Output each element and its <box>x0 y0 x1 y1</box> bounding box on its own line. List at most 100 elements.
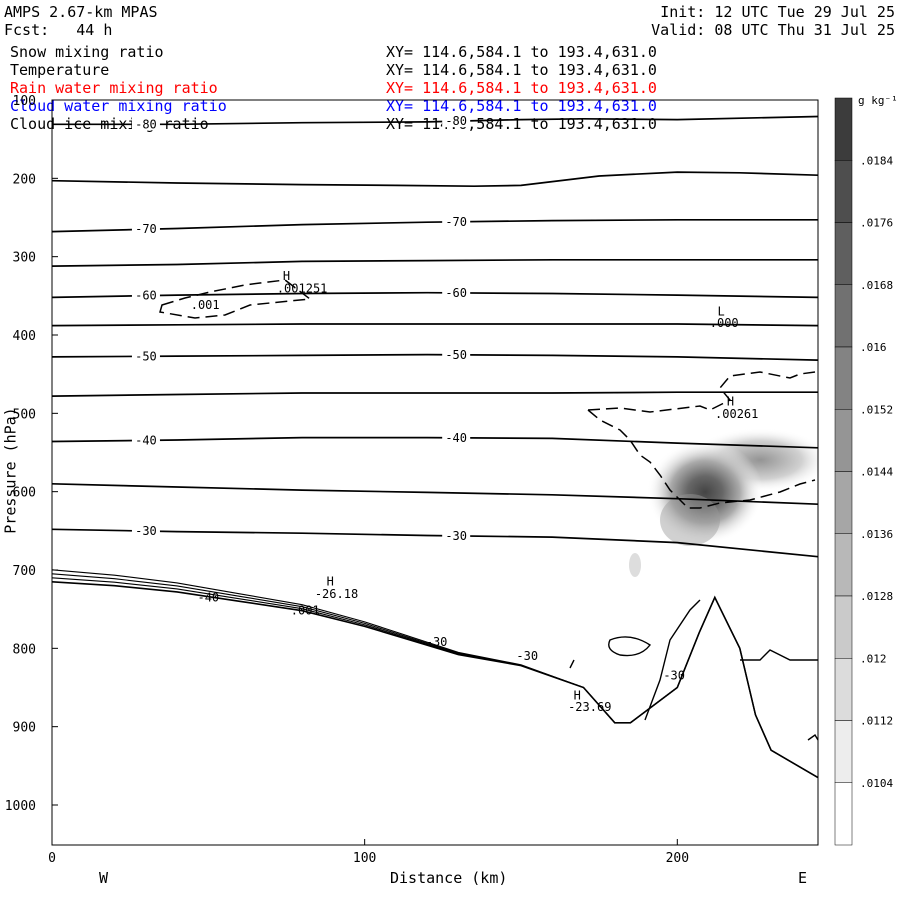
colorbar-unit: g kg⁻¹ <box>858 94 898 107</box>
colorbar-bin <box>834 720 853 783</box>
y-axis-title: Pressure (hPa) <box>1 407 20 534</box>
contour-label: -60 <box>445 286 467 300</box>
colorbar-bin <box>834 284 853 348</box>
plot-annotation: -40 <box>197 590 219 604</box>
plot-frame <box>51 99 819 846</box>
colorbar-tick-label: .012 <box>860 652 887 665</box>
contour-label: -60 <box>135 289 157 303</box>
terrain-contour <box>52 573 818 779</box>
plot-annotation: H <box>727 395 734 409</box>
x-tick-label: 200 <box>666 851 689 866</box>
colorbar-bin <box>834 409 853 472</box>
temperature-contour <box>52 482 818 506</box>
plot-annotation: H <box>283 269 290 283</box>
colorbar-bin <box>834 97 853 161</box>
field-range: XY= 114.6,584.1 to 193.4,631.0 <box>386 43 657 61</box>
plot-annotation: .001251 <box>277 282 328 296</box>
plot-annotation: .001 <box>291 604 320 618</box>
colorbar-bin <box>834 346 853 410</box>
colorbar: .0184 .0176 .0168 .016 .0152 .0144 .0136 .0128.… <box>834 97 893 846</box>
contour-label: -80 <box>135 117 157 131</box>
colorbar-tick-label: .0128 <box>860 590 893 603</box>
x-axis-left-end: W <box>99 869 109 887</box>
plot-annotation: -30 <box>426 635 448 649</box>
temperature-contour <box>52 436 818 449</box>
temperature-contour <box>52 323 818 327</box>
colorbar-tick-label: .0104 <box>860 777 893 790</box>
colorbar-bin <box>834 471 853 534</box>
y-tick-label: 200 <box>13 172 36 187</box>
contour-label: -40 <box>135 433 157 447</box>
terrain-contour <box>52 577 818 779</box>
snow-shading <box>629 428 818 577</box>
contour-label: -30 <box>135 524 157 538</box>
plot-annotation: -30 <box>516 649 538 663</box>
x-tick-label: 0 <box>48 851 56 866</box>
y-tick-label: 800 <box>13 642 36 657</box>
contour-label: -50 <box>135 349 157 363</box>
contour-label: -50 <box>445 348 467 362</box>
contour-label: -70 <box>135 222 157 236</box>
x-axis-title: Distance (km) <box>390 869 508 887</box>
contour-label: -70 <box>445 215 467 229</box>
forecast-hour: Fcst: 44 h <box>4 21 113 39</box>
colorbar-bin <box>834 658 853 721</box>
plot-annotation: H <box>574 688 581 702</box>
plot-annotation: .001 <box>191 298 220 312</box>
colorbar-bin <box>834 222 853 285</box>
colorbar-bin <box>834 595 853 659</box>
x-tick-label: 100 <box>353 851 376 866</box>
y-tick-label: 600 <box>13 486 36 501</box>
valid-time: Valid: 08 UTC Thu 31 Jul 25 <box>651 21 895 39</box>
colorbar-bin <box>834 160 853 223</box>
y-tick-label: 700 <box>13 564 36 579</box>
colorbar-bin <box>834 782 853 846</box>
plot-annotation: -26.18 <box>315 587 358 601</box>
y-tick-label: 500 <box>13 407 36 422</box>
model-title: AMPS 2.67-km MPAS <box>4 3 158 21</box>
y-tick-label: 300 <box>13 251 36 266</box>
y-tick-label: 1000 <box>5 799 36 814</box>
y-tick-label: 400 <box>13 329 36 344</box>
terrain-contour <box>52 581 818 779</box>
colorbar-tick-label: .0176 <box>860 217 893 230</box>
x-axis-right-end: E <box>798 869 808 887</box>
contour-label: -80 <box>445 114 467 128</box>
terrain-contour <box>644 599 701 721</box>
cloud-ice-contours <box>159 279 816 509</box>
temperature-contour <box>52 353 818 361</box>
extra-contours <box>569 636 818 741</box>
temperature-contour <box>52 528 818 558</box>
field-name: Temperature <box>10 61 110 79</box>
colorbar-tick-label: .016 <box>860 341 887 354</box>
field-name: Snow mixing ratio <box>10 43 164 61</box>
colorbar-tick-label: .0184 <box>860 154 893 167</box>
field-range: XY= 114.6,584.1 to 193.4,631.0 <box>386 61 657 79</box>
colorbar-tick-label: .0168 <box>860 279 893 292</box>
plot-annotation: -30 <box>663 669 685 683</box>
y-tick-label: 900 <box>13 721 36 736</box>
y-tick-label: 100 <box>13 94 36 109</box>
field-range: XY= 114.6,584.1 to 193.4,631.0 <box>386 97 657 115</box>
colorbar-tick-label: .0136 <box>860 528 893 541</box>
plot-annotation: .000 <box>710 316 739 330</box>
plot-annotation: L <box>717 304 724 318</box>
temperature-contour <box>52 391 818 397</box>
plot-annotation: -23.69 <box>568 700 611 714</box>
temperature-contour <box>52 171 818 188</box>
plot-annotation: .00261 <box>715 407 758 421</box>
temperature-contour <box>52 291 818 299</box>
contour-label: -40 <box>445 431 467 445</box>
contour-label: -30 <box>445 529 467 543</box>
plot-annotation: H <box>327 575 334 589</box>
temperature-contour <box>52 218 818 233</box>
field-range: XY= 114.6,584.1 to 193.4,631.0 <box>386 79 657 97</box>
colorbar-bin <box>834 533 853 597</box>
terrain-contour <box>52 569 818 779</box>
field-name: Cloud water mixing ratio <box>10 97 227 115</box>
init-time: Init: 12 UTC Tue 29 Jul 25 <box>660 3 895 21</box>
colorbar-tick-label: .0144 <box>860 466 893 479</box>
field-name: Rain water mixing ratio <box>10 79 218 97</box>
temperature-contour <box>52 258 818 267</box>
